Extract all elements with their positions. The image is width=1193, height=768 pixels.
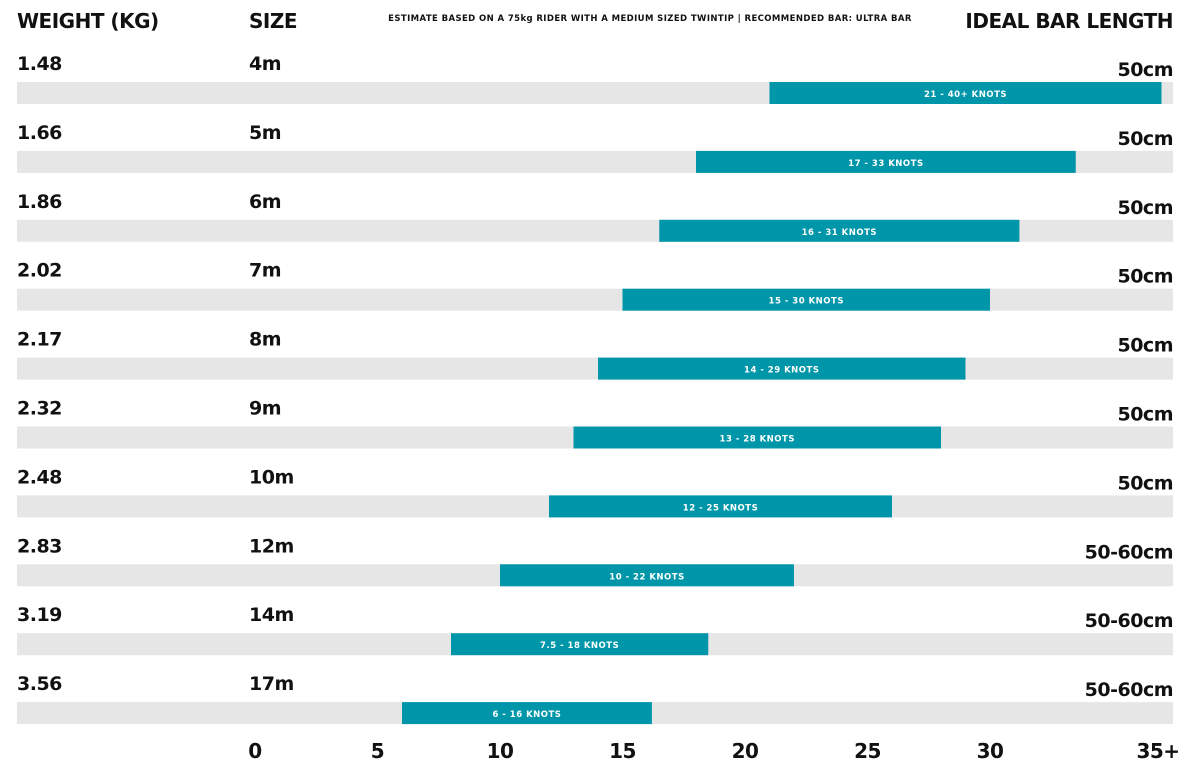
x-tick-label: 20 xyxy=(732,739,759,763)
wind-range-bar xyxy=(402,702,652,725)
kite-row: 3.56 17m 50-60cm 6 - 16 KNOTS xyxy=(17,673,1174,725)
kite-size: 6m xyxy=(249,191,281,213)
wind-range-label: 14 - 29 KNOTS xyxy=(744,366,819,376)
kite-row: 1.86 6m 50cm 16 - 31 KNOTS xyxy=(17,191,1174,242)
wind-range-bar xyxy=(451,633,709,656)
x-axis-ticks: 0 5 10 15 20 25 30 35+ xyxy=(248,739,1180,763)
wind-range-bar xyxy=(598,357,966,380)
weight-value: 3.56 xyxy=(17,673,62,695)
kite-size: 9m xyxy=(249,398,281,420)
wind-range-bar xyxy=(500,564,794,587)
weight-column-header: WEIGHT (KG) xyxy=(17,9,159,33)
size-column-header: SIZE xyxy=(249,9,297,33)
kite-row: 3.19 14m 50-60cm 7.5 - 18 KNOTS xyxy=(17,604,1174,656)
weight-value: 1.86 xyxy=(17,191,62,213)
kite-row: 2.32 9m 50cm 13 - 28 KNOTS xyxy=(17,398,1174,449)
bar-length-value: 50cm xyxy=(1117,59,1173,81)
weight-value: 2.17 xyxy=(17,329,62,351)
bar-length-value: 50-60cm xyxy=(1085,679,1173,701)
bar-length-value: 50cm xyxy=(1117,197,1173,219)
x-tick-label: 5 xyxy=(371,739,384,763)
weight-value: 2.48 xyxy=(17,466,62,488)
bar-length-value: 50cm xyxy=(1117,472,1173,494)
kite-size: 14m xyxy=(249,604,294,626)
kite-row: 1.66 5m 50cm 17 - 33 KNOTS xyxy=(17,122,1174,173)
x-tick-label: 0 xyxy=(248,739,261,763)
kite-size: 8m xyxy=(249,329,281,351)
weight-value: 3.19 xyxy=(17,604,62,626)
kite-size: 7m xyxy=(249,260,281,282)
wind-range-bar xyxy=(573,426,941,449)
kite-size: 5m xyxy=(249,122,281,144)
weight-value: 1.48 xyxy=(17,53,62,75)
kite-row: 2.83 12m 50-60cm 10 - 22 KNOTS xyxy=(17,535,1174,587)
bar-length-value: 50cm xyxy=(1117,128,1173,150)
wind-range-bar xyxy=(696,150,1076,173)
wind-range-label: 21 - 40+ KNOTS xyxy=(924,90,1007,100)
kite-rows: 1.48 4m 50cm 21 - 40+ KNOTS 1.66 5m 50cm 17 - 3… xyxy=(17,53,1174,725)
kite-row: 2.17 8m 50cm 14 - 29 KNOTS xyxy=(17,329,1174,380)
wind-range-label: 16 - 31 KNOTS xyxy=(802,228,877,238)
wind-range-bar xyxy=(659,219,1020,242)
range-track xyxy=(17,357,1173,380)
bar-length-column-header: IDEAL BAR LENGTH xyxy=(965,9,1173,33)
wind-range-bar xyxy=(549,495,892,518)
wind-range-bar xyxy=(769,82,1162,104)
wind-range-label: 7.5 - 18 KNOTS xyxy=(540,641,619,651)
wind-range-label: 17 - 33 KNOTS xyxy=(848,159,923,169)
bar-length-value: 50cm xyxy=(1117,404,1173,426)
bar-length-value: 50cm xyxy=(1117,266,1173,288)
kite-size: 17m xyxy=(249,673,294,695)
kite-size: 10m xyxy=(249,466,294,488)
wind-range-label: 12 - 25 KNOTS xyxy=(683,503,758,513)
bar-length-value: 50-60cm xyxy=(1085,610,1173,632)
bar-length-value: 50-60cm xyxy=(1085,541,1173,563)
kite-size: 12m xyxy=(249,535,294,557)
x-tick-label: 35+ xyxy=(1136,739,1179,763)
weight-value: 2.32 xyxy=(17,398,62,420)
x-tick-label: 25 xyxy=(854,739,881,763)
wind-range-label: 15 - 30 KNOTS xyxy=(769,297,844,307)
x-tick-label: 30 xyxy=(977,739,1004,763)
x-tick-label: 10 xyxy=(487,739,514,763)
wind-range-label: 13 - 28 KNOTS xyxy=(720,435,795,445)
wind-range-label: 6 - 16 KNOTS xyxy=(492,710,561,720)
estimate-note: ESTIMATE BASED ON A 75kg RIDER WITH A ME… xyxy=(388,14,912,24)
kite-size: 4m xyxy=(249,53,281,75)
kite-row: 1.48 4m 50cm 21 - 40+ KNOTS xyxy=(17,53,1174,104)
weight-value: 2.83 xyxy=(17,535,62,557)
range-track xyxy=(17,288,1173,311)
bar-length-value: 50cm xyxy=(1117,335,1173,357)
weight-value: 2.02 xyxy=(17,260,62,282)
kite-row: 2.02 7m 50cm 15 - 30 KNOTS xyxy=(17,260,1174,311)
wind-range-bar xyxy=(622,288,990,311)
x-tick-label: 15 xyxy=(609,739,636,763)
weight-value: 1.66 xyxy=(17,122,62,144)
kite-row: 2.48 10m 50cm 12 - 25 KNOTS xyxy=(17,466,1174,518)
wind-range-label: 10 - 22 KNOTS xyxy=(609,572,684,582)
header-row: WEIGHT (KG) SIZE ESTIMATE BASED ON A 75k… xyxy=(17,9,1174,33)
